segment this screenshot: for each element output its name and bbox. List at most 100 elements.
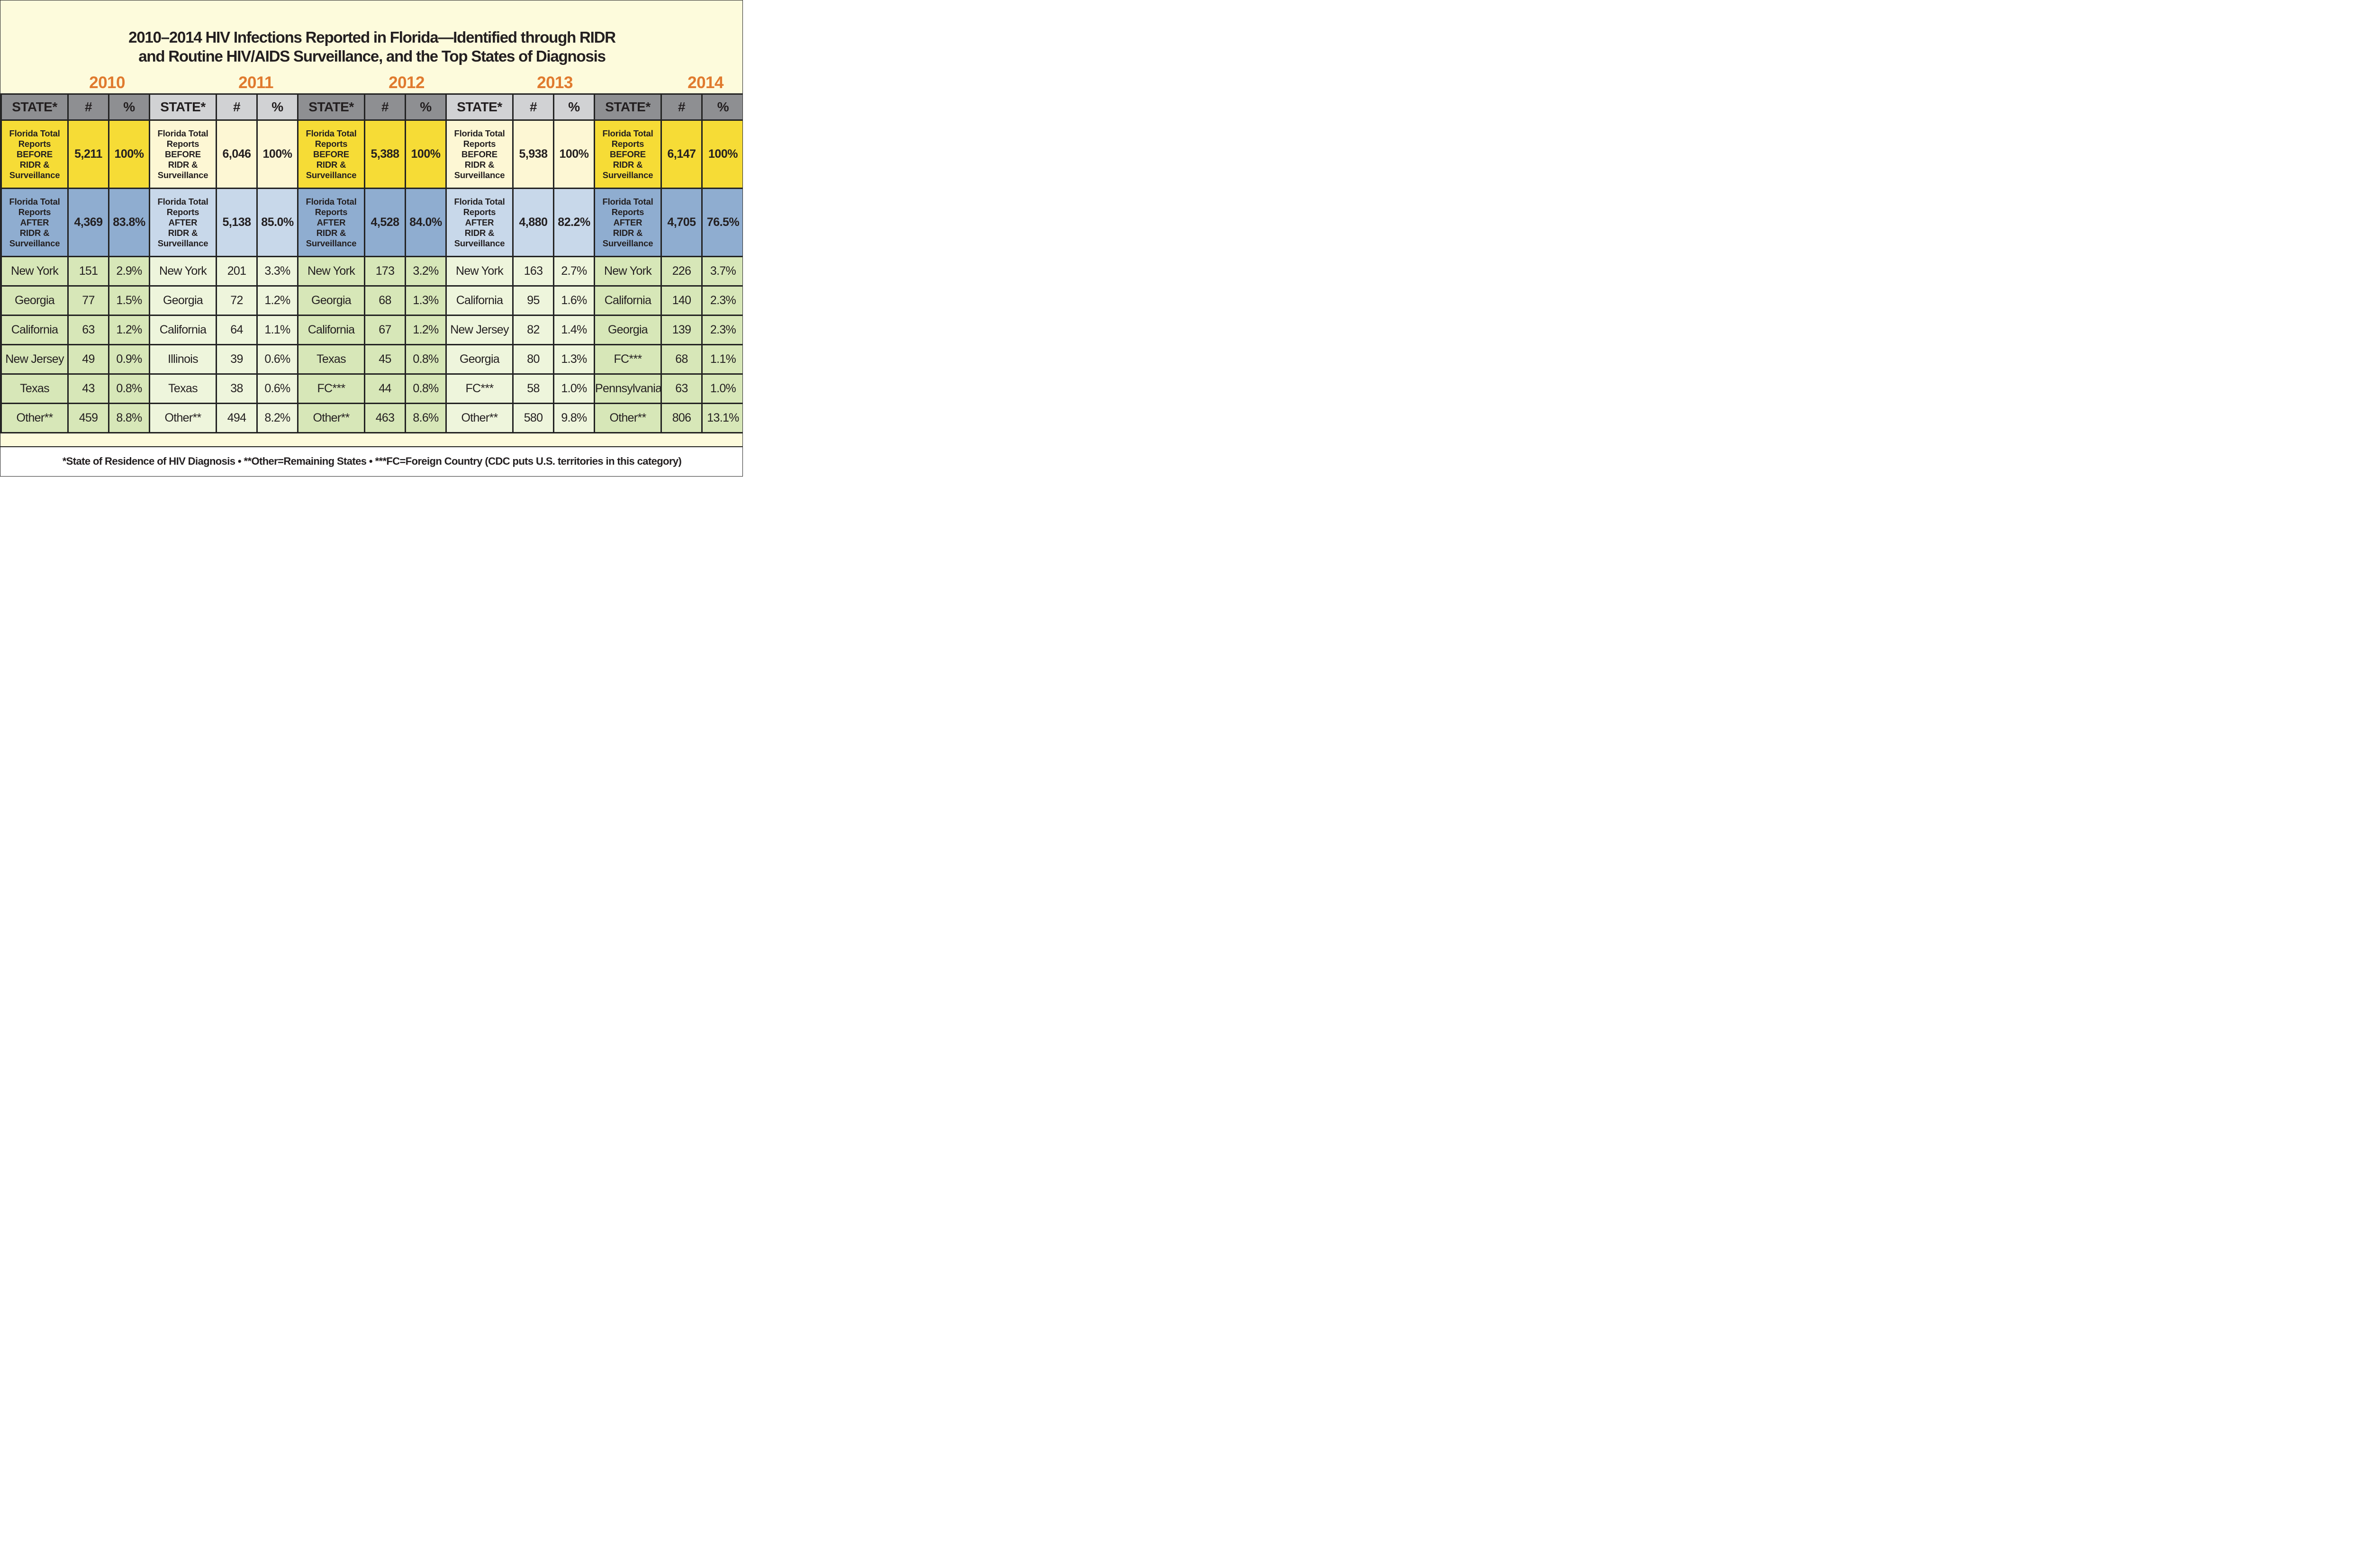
state-cell: Other** <box>297 403 365 433</box>
total-after-count: 4,880 <box>512 188 554 257</box>
year-label-2012: 2012 <box>389 73 425 92</box>
header-count: # <box>512 93 554 121</box>
year-label-2014: 2014 <box>687 73 723 92</box>
label-line: Surveillance <box>9 238 60 248</box>
label-line: Reports <box>463 207 496 217</box>
label-line: RIDR & <box>613 159 643 170</box>
label-line: Surveillance <box>306 238 357 248</box>
state-cell: New York <box>149 256 217 287</box>
total-before-row: Florida Total Reports BEFORE RIDR & Surveill… <box>0 119 742 189</box>
header-percent: % <box>701 93 742 121</box>
count-cell: 494 <box>216 403 258 433</box>
percent-cell: 2.3% <box>701 285 742 316</box>
count-cell: 72 <box>216 285 258 316</box>
header-percent: % <box>256 93 298 121</box>
label-line: Florida Total <box>454 128 505 138</box>
year-label-2013: 2013 <box>537 73 573 92</box>
state-cell: Texas <box>149 373 217 404</box>
state-cell: FC*** <box>445 373 514 404</box>
infographic-frame: 2010–2014 HIV Infections Reported in Flo… <box>0 0 743 477</box>
count-cell: 173 <box>364 256 406 287</box>
count-cell: 38 <box>216 373 258 404</box>
total-before-percent: 100% <box>553 119 595 189</box>
label-line: Reports <box>166 207 199 217</box>
label-line: AFTER <box>20 217 49 227</box>
count-cell: 226 <box>660 256 703 287</box>
percent-cell: 1.2% <box>108 315 150 345</box>
total-before-percent: 100% <box>256 119 298 189</box>
label-line: Florida Total <box>157 128 208 138</box>
footnote: *State of Residence of HIV Diagnosis • *… <box>0 446 742 476</box>
percent-cell: 2.7% <box>553 256 595 287</box>
count-cell: 806 <box>660 403 703 433</box>
total-before-percent: 100% <box>405 119 447 189</box>
state-cell: California <box>297 315 365 345</box>
state-cell: California <box>149 315 217 345</box>
count-cell: 39 <box>216 344 258 375</box>
percent-cell: 1.6% <box>553 285 595 316</box>
percent-cell: 1.5% <box>108 285 150 316</box>
state-cell: Georgia <box>0 285 69 316</box>
state-cell: Illinois <box>149 344 217 375</box>
state-cell: Georgia <box>149 285 217 316</box>
label-line: Reports <box>18 138 51 149</box>
total-before-count: 5,211 <box>67 119 109 189</box>
total-after-count: 4,528 <box>364 188 406 257</box>
count-cell: 44 <box>364 373 406 404</box>
label-line: AFTER <box>168 217 198 227</box>
label-line: AFTER <box>613 217 642 227</box>
total-after-label: Florida Total Reports AFTER RIDR & Surveilla… <box>297 188 365 257</box>
label-line: Florida Total <box>9 196 60 207</box>
header-percent: % <box>405 93 447 121</box>
percent-cell: 0.8% <box>108 373 150 404</box>
table-row: Georgia 77 1.5% Georgia 72 1.2% Georgia 68 1.3% C… <box>0 285 742 316</box>
label-line: Reports <box>611 138 644 149</box>
table-row: Texas 43 0.8% Texas 38 0.6% FC*** 44 0.8% FC*** 58… <box>0 373 742 404</box>
state-cell: Other** <box>594 403 662 433</box>
label-line: BEFORE <box>17 149 53 159</box>
header-state: STATE* <box>594 93 662 121</box>
header-state: STATE* <box>297 93 365 121</box>
header-state: STATE* <box>149 93 217 121</box>
count-cell: 45 <box>364 344 406 375</box>
state-cell: Pennsylvania <box>594 373 662 404</box>
table-row: Other** 459 8.8% Other** 494 8.2% Other** 463 8.… <box>0 403 742 433</box>
total-after-label: Florida Total Reports AFTER RIDR & Surveilla… <box>594 188 662 257</box>
total-before-count: 6,147 <box>660 119 703 189</box>
percent-cell: 8.2% <box>256 403 298 433</box>
total-after-percent: 82.2% <box>553 188 595 257</box>
label-line: Reports <box>315 207 348 217</box>
count-cell: 580 <box>512 403 554 433</box>
label-line: Florida Total <box>306 128 357 138</box>
header-state: STATE* <box>445 93 514 121</box>
count-cell: 63 <box>67 315 109 345</box>
label-line: Florida Total <box>9 128 60 138</box>
percent-cell: 8.8% <box>108 403 150 433</box>
chart-title: 2010–2014 HIV Infections Reported in Flo… <box>0 28 742 66</box>
title-line: 2010–2014 HIV Infections Reported in Flo… <box>128 28 616 46</box>
label-line: Surveillance <box>306 170 357 180</box>
total-after-percent: 83.8% <box>108 188 150 257</box>
percent-cell: 1.2% <box>256 285 298 316</box>
state-cell: New Jersey <box>0 344 69 375</box>
total-before-count: 5,938 <box>512 119 554 189</box>
percent-cell: 1.2% <box>405 315 447 345</box>
count-cell: 151 <box>67 256 109 287</box>
label-line: Surveillance <box>454 170 505 180</box>
label-line: Surveillance <box>9 170 60 180</box>
table-row: New York 151 2.9% New York 201 3.3% New York 17… <box>0 256 742 287</box>
percent-cell: 0.9% <box>108 344 150 375</box>
percent-cell: 1.3% <box>553 344 595 375</box>
total-after-count: 5,138 <box>216 188 258 257</box>
label-line: Florida Total <box>454 196 505 207</box>
label-line: Florida Total <box>602 196 653 207</box>
table-body: STATE* #% STATE* #% STATE* #% STATE* #% STATE* #%… <box>0 93 742 433</box>
total-after-count: 4,705 <box>660 188 703 257</box>
state-cell: Other** <box>445 403 514 433</box>
state-cell: California <box>0 315 69 345</box>
label-line: RIDR & <box>613 227 643 238</box>
total-after-label: Florida Total Reports AFTER RIDR & Surveilla… <box>445 188 514 257</box>
state-cell: Texas <box>297 344 365 375</box>
label-line: Florida Total <box>306 196 357 207</box>
count-cell: 64 <box>216 315 258 345</box>
